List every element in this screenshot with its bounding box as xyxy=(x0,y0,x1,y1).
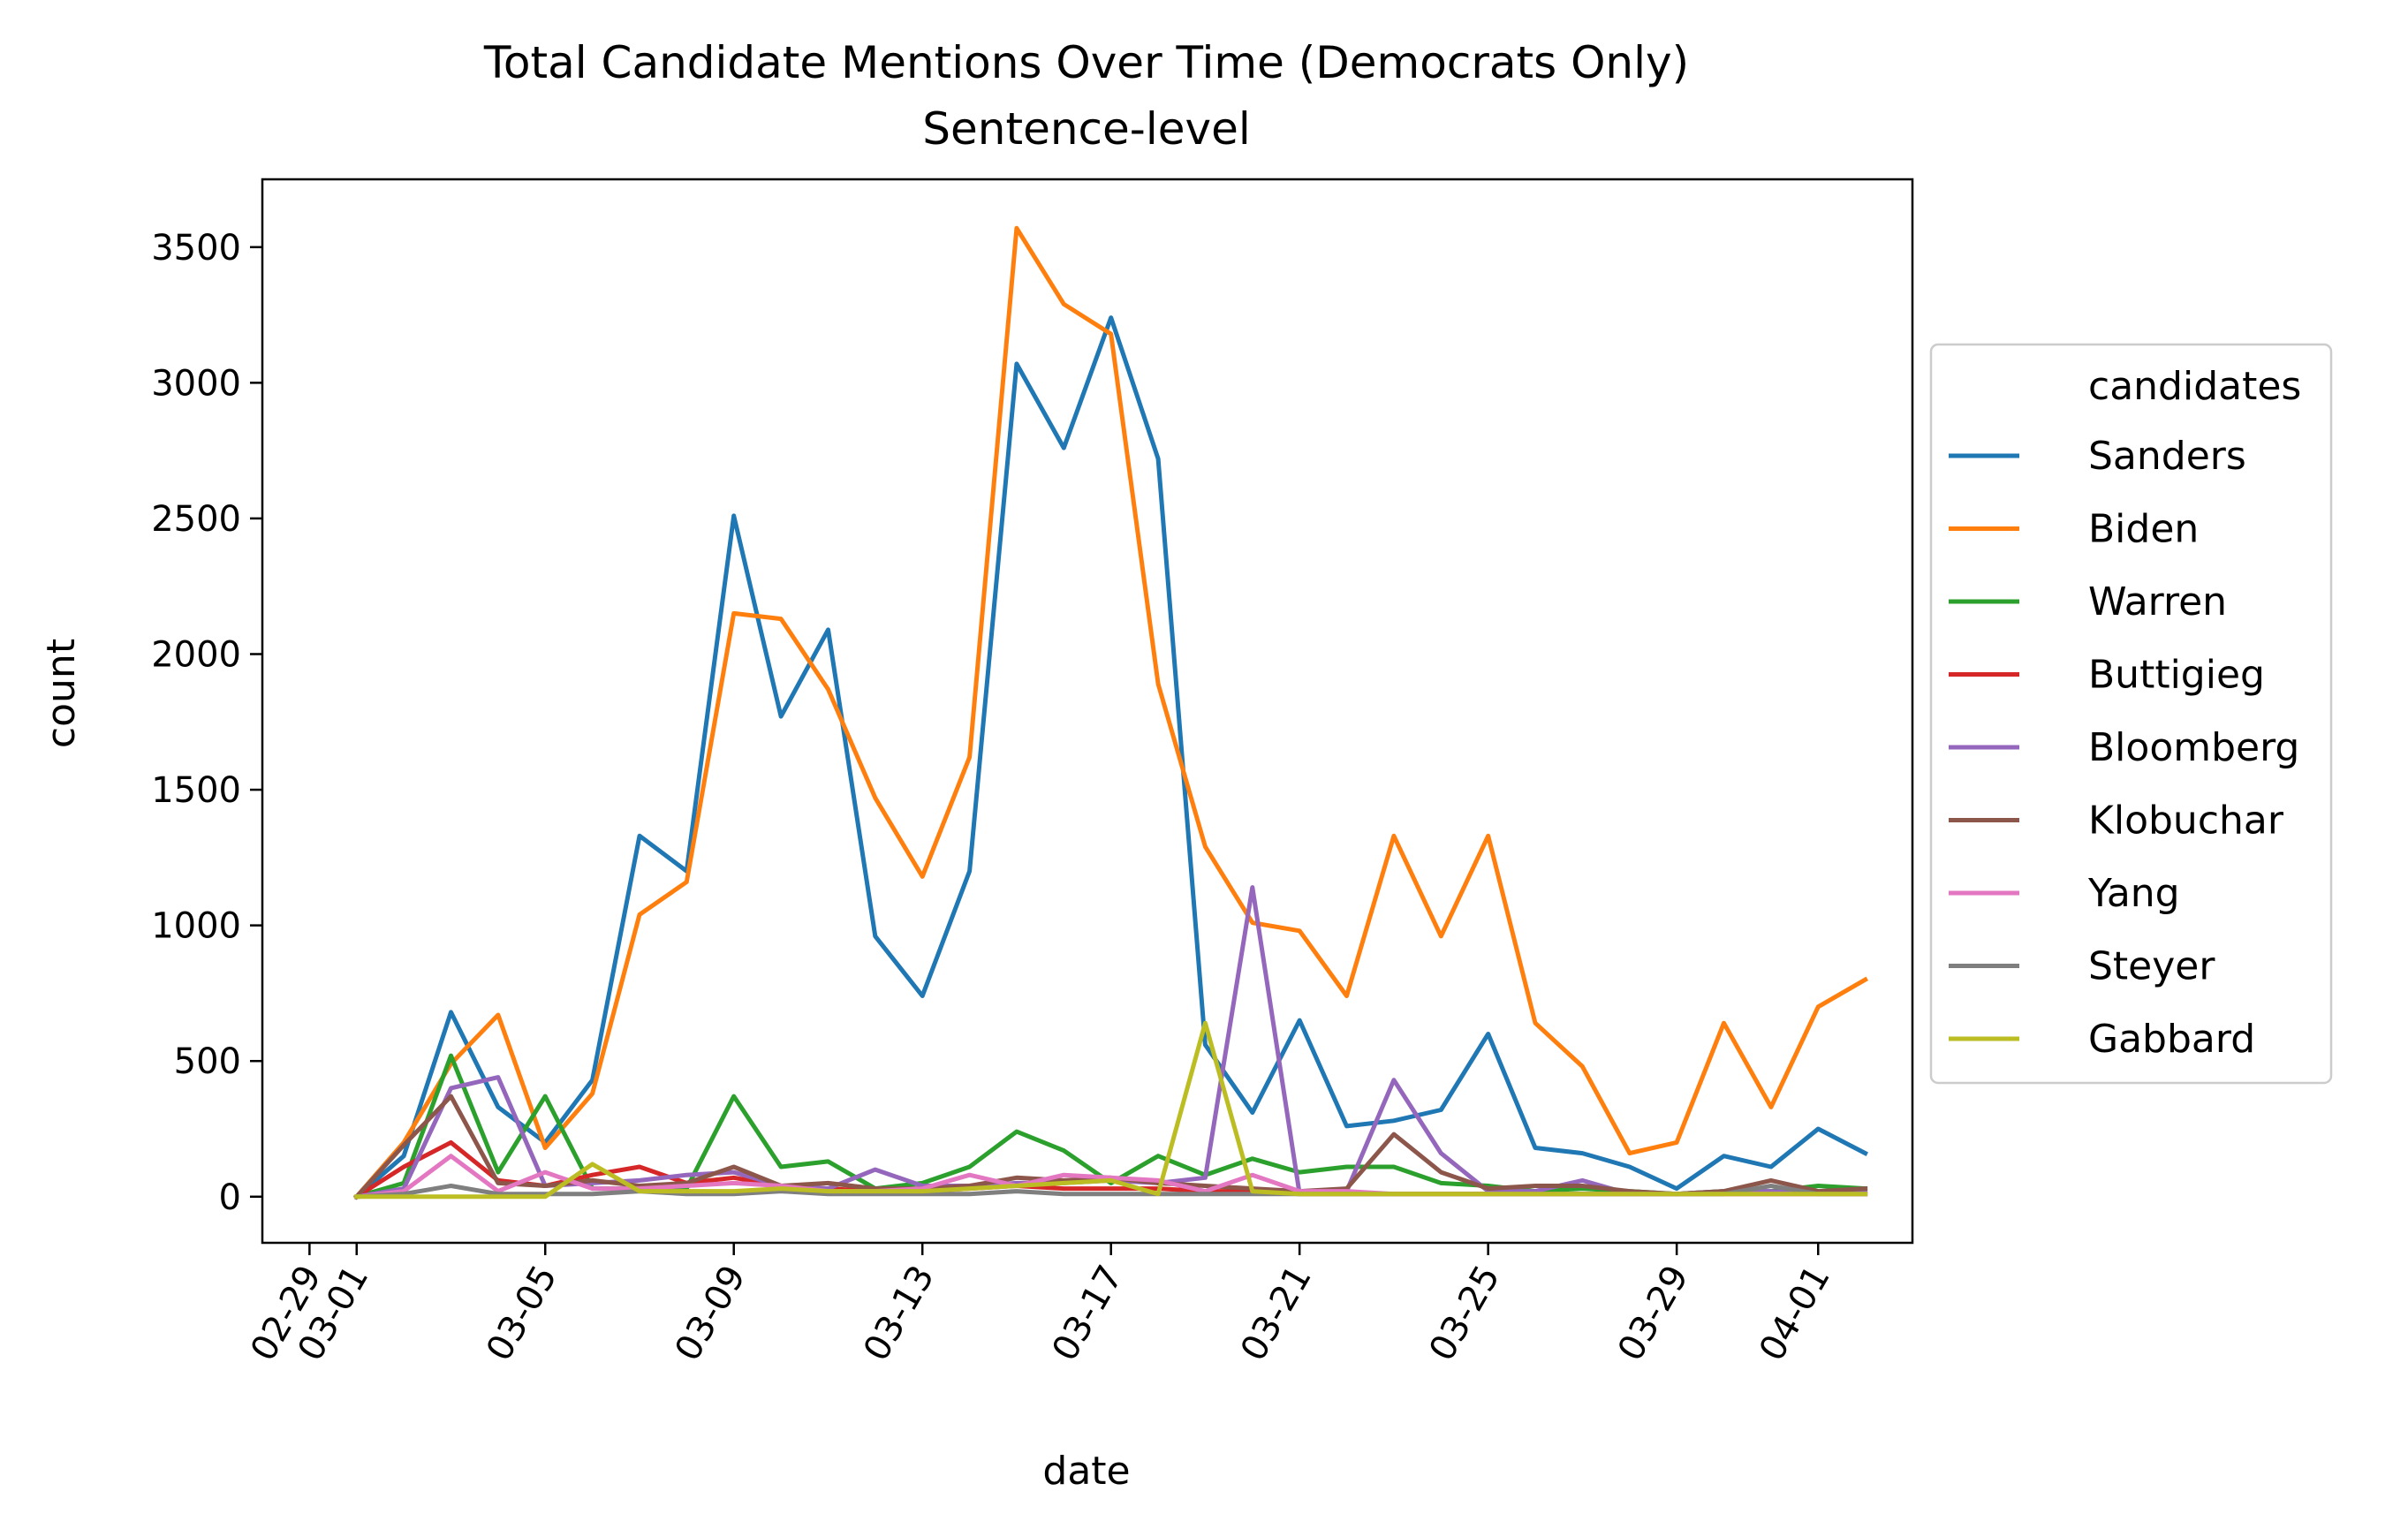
series-line-gabbard xyxy=(354,1020,1868,1200)
series-lines xyxy=(353,225,1869,1200)
legend-label-biden: Biden xyxy=(2088,507,2199,552)
y-tick-label: 0 xyxy=(219,1177,241,1218)
chart-subtitle: Sentence-level xyxy=(922,103,1250,155)
chart-title: Total Candidate Mentions Over Time (Demo… xyxy=(483,37,1689,88)
legend-title: candidates xyxy=(2088,364,2301,409)
legend-label-gabbard: Gabbard xyxy=(2088,1017,2255,1062)
y-tick-label: 2000 xyxy=(151,635,241,676)
y-tick-label: 2500 xyxy=(151,499,241,540)
legend-label-buttigieg: Buttigieg xyxy=(2088,653,2265,698)
y-tick-label: 1000 xyxy=(151,906,241,947)
y-axis-label: count xyxy=(39,639,84,748)
y-axis-ticks: 0 500 1000 1500 2000 2500 3000 3500 xyxy=(151,228,262,1218)
legend-label-yang: Yang xyxy=(2087,871,2180,916)
legend-label-bloomberg: Bloomberg xyxy=(2088,725,2299,770)
y-tick-label: 1500 xyxy=(151,770,241,811)
series-line-sanders xyxy=(353,315,1868,1200)
legend-box xyxy=(1929,343,2333,1085)
legend-items: Sanders Biden Warren Buttigieg Bloomberg Klob… xyxy=(1949,434,2299,1062)
legend-label-steyer: Steyer xyxy=(2088,944,2215,989)
y-tick-label: 500 xyxy=(174,1041,241,1082)
x-axis-label: date xyxy=(1042,1449,1130,1494)
series-line-biden xyxy=(353,225,1869,1200)
legend-label-klobuchar: Klobuchar xyxy=(2088,799,2284,844)
legend-label-warren: Warren xyxy=(2088,579,2227,624)
legend-label-sanders: Sanders xyxy=(2088,434,2246,479)
legend: candidates Sanders Biden Warren Buttigieg Bl… xyxy=(1929,343,2333,1085)
plot-frame xyxy=(261,178,1914,1245)
y-tick-label: 3500 xyxy=(151,228,241,269)
y-tick-label: 3000 xyxy=(151,363,241,404)
